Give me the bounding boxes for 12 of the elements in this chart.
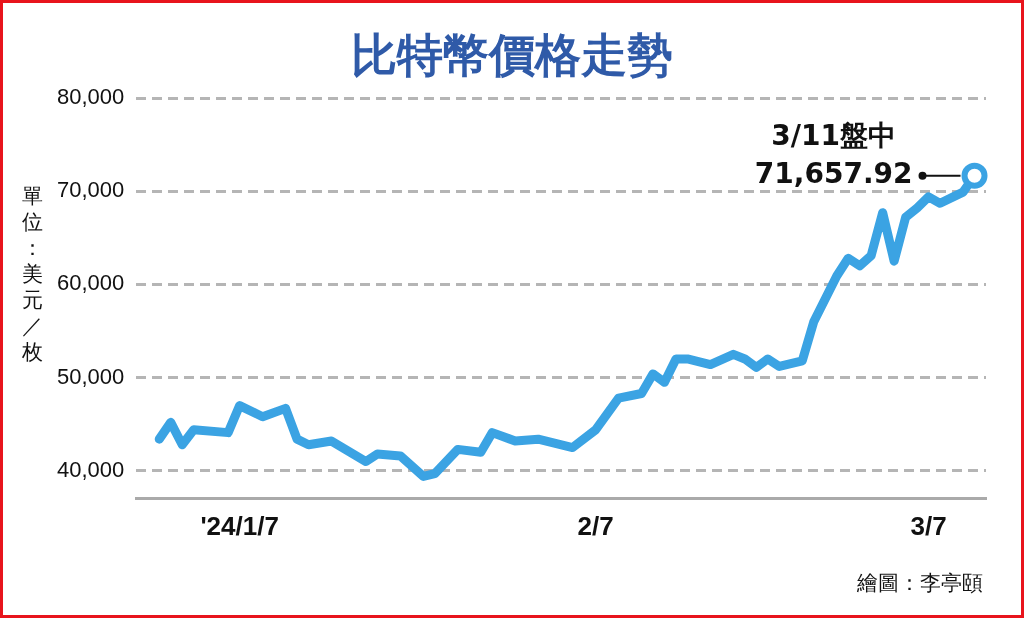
x-tick-label: '24/1/7 [200, 510, 279, 541]
y-tick-label: 50,000 [56, 363, 125, 389]
y-tick-label: 40,000 [56, 456, 125, 482]
x-tick-label: 2/7 [577, 510, 614, 541]
x-tick-label: 3/7 [910, 510, 947, 541]
y-axis-title: 單位：美元／枚 [20, 183, 44, 365]
y-tick-label: 60,000 [56, 270, 125, 296]
chart-title: 比特幣價格走勢 [351, 28, 673, 82]
annotation: 3/11盤中 71,657.92 [754, 119, 913, 191]
y-tick-label: 70,000 [56, 177, 125, 203]
text: 繪圖：李亭頤 [857, 570, 983, 597]
y-tick-label: 80,000 [56, 84, 125, 110]
